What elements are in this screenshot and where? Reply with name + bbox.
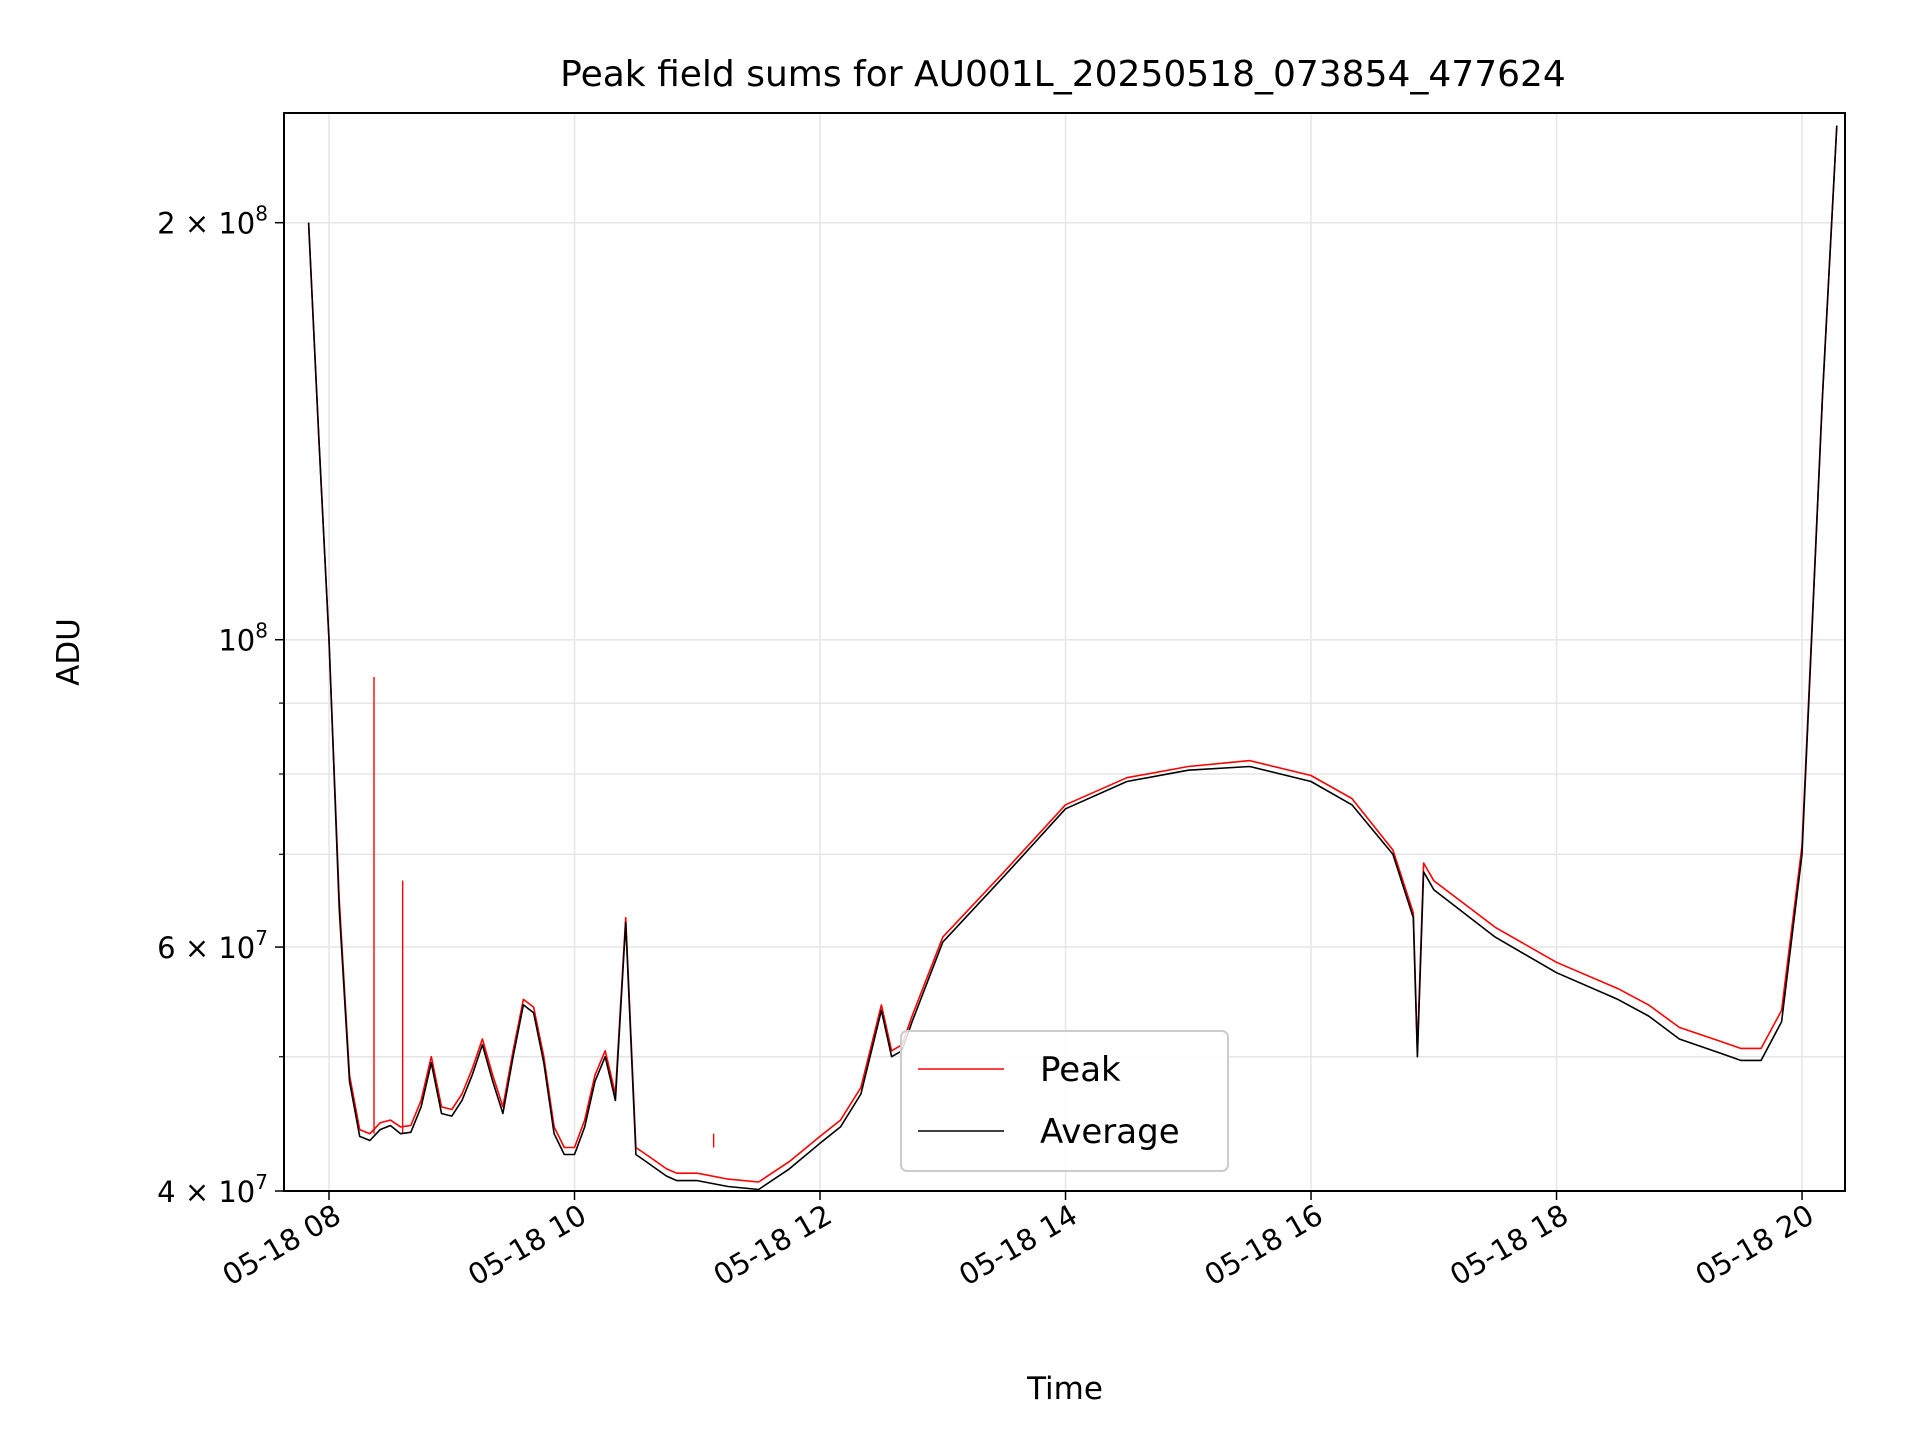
y-tick-base: 10 <box>218 207 255 241</box>
series-line-peak <box>307 125 1838 1183</box>
chart-title: Peak field sums for AU001L_20250518_0738… <box>560 54 1566 95</box>
y-tick-exponent: 8 <box>255 619 268 643</box>
legend-label-average: Average <box>1040 1112 1180 1152</box>
y-tick-exponent: 8 <box>255 202 268 226</box>
series-line-average <box>307 125 1838 1191</box>
legend: Peak Average <box>900 1030 1229 1172</box>
y-tick-label: 108 <box>218 619 268 658</box>
series-layer <box>307 125 1838 1191</box>
y-tick-base: 10 <box>218 931 255 965</box>
y-tick-label: 4 × 107 <box>157 1170 268 1209</box>
legend-label-peak: Peak <box>1040 1050 1121 1090</box>
y-tick-base: 10 <box>218 624 255 658</box>
y-tick-label: 6 × 107 <box>157 926 268 965</box>
y-tick-mantissa: 4 × <box>157 1175 218 1209</box>
plot-frame <box>283 112 1846 1192</box>
y-tick-mantissa: 2 × <box>157 207 218 241</box>
legend-box <box>900 1030 1229 1172</box>
y-tick-label: 2 × 108 <box>157 202 268 241</box>
y-tick-exponent: 7 <box>255 1170 268 1194</box>
y-tick-mantissa: 6 × <box>157 931 218 965</box>
x-axis-title: Time <box>1026 1371 1103 1407</box>
y-axis-title: ADU <box>51 618 87 686</box>
y-tick-base: 10 <box>218 1175 255 1209</box>
y-tick-exponent: 7 <box>255 926 268 950</box>
